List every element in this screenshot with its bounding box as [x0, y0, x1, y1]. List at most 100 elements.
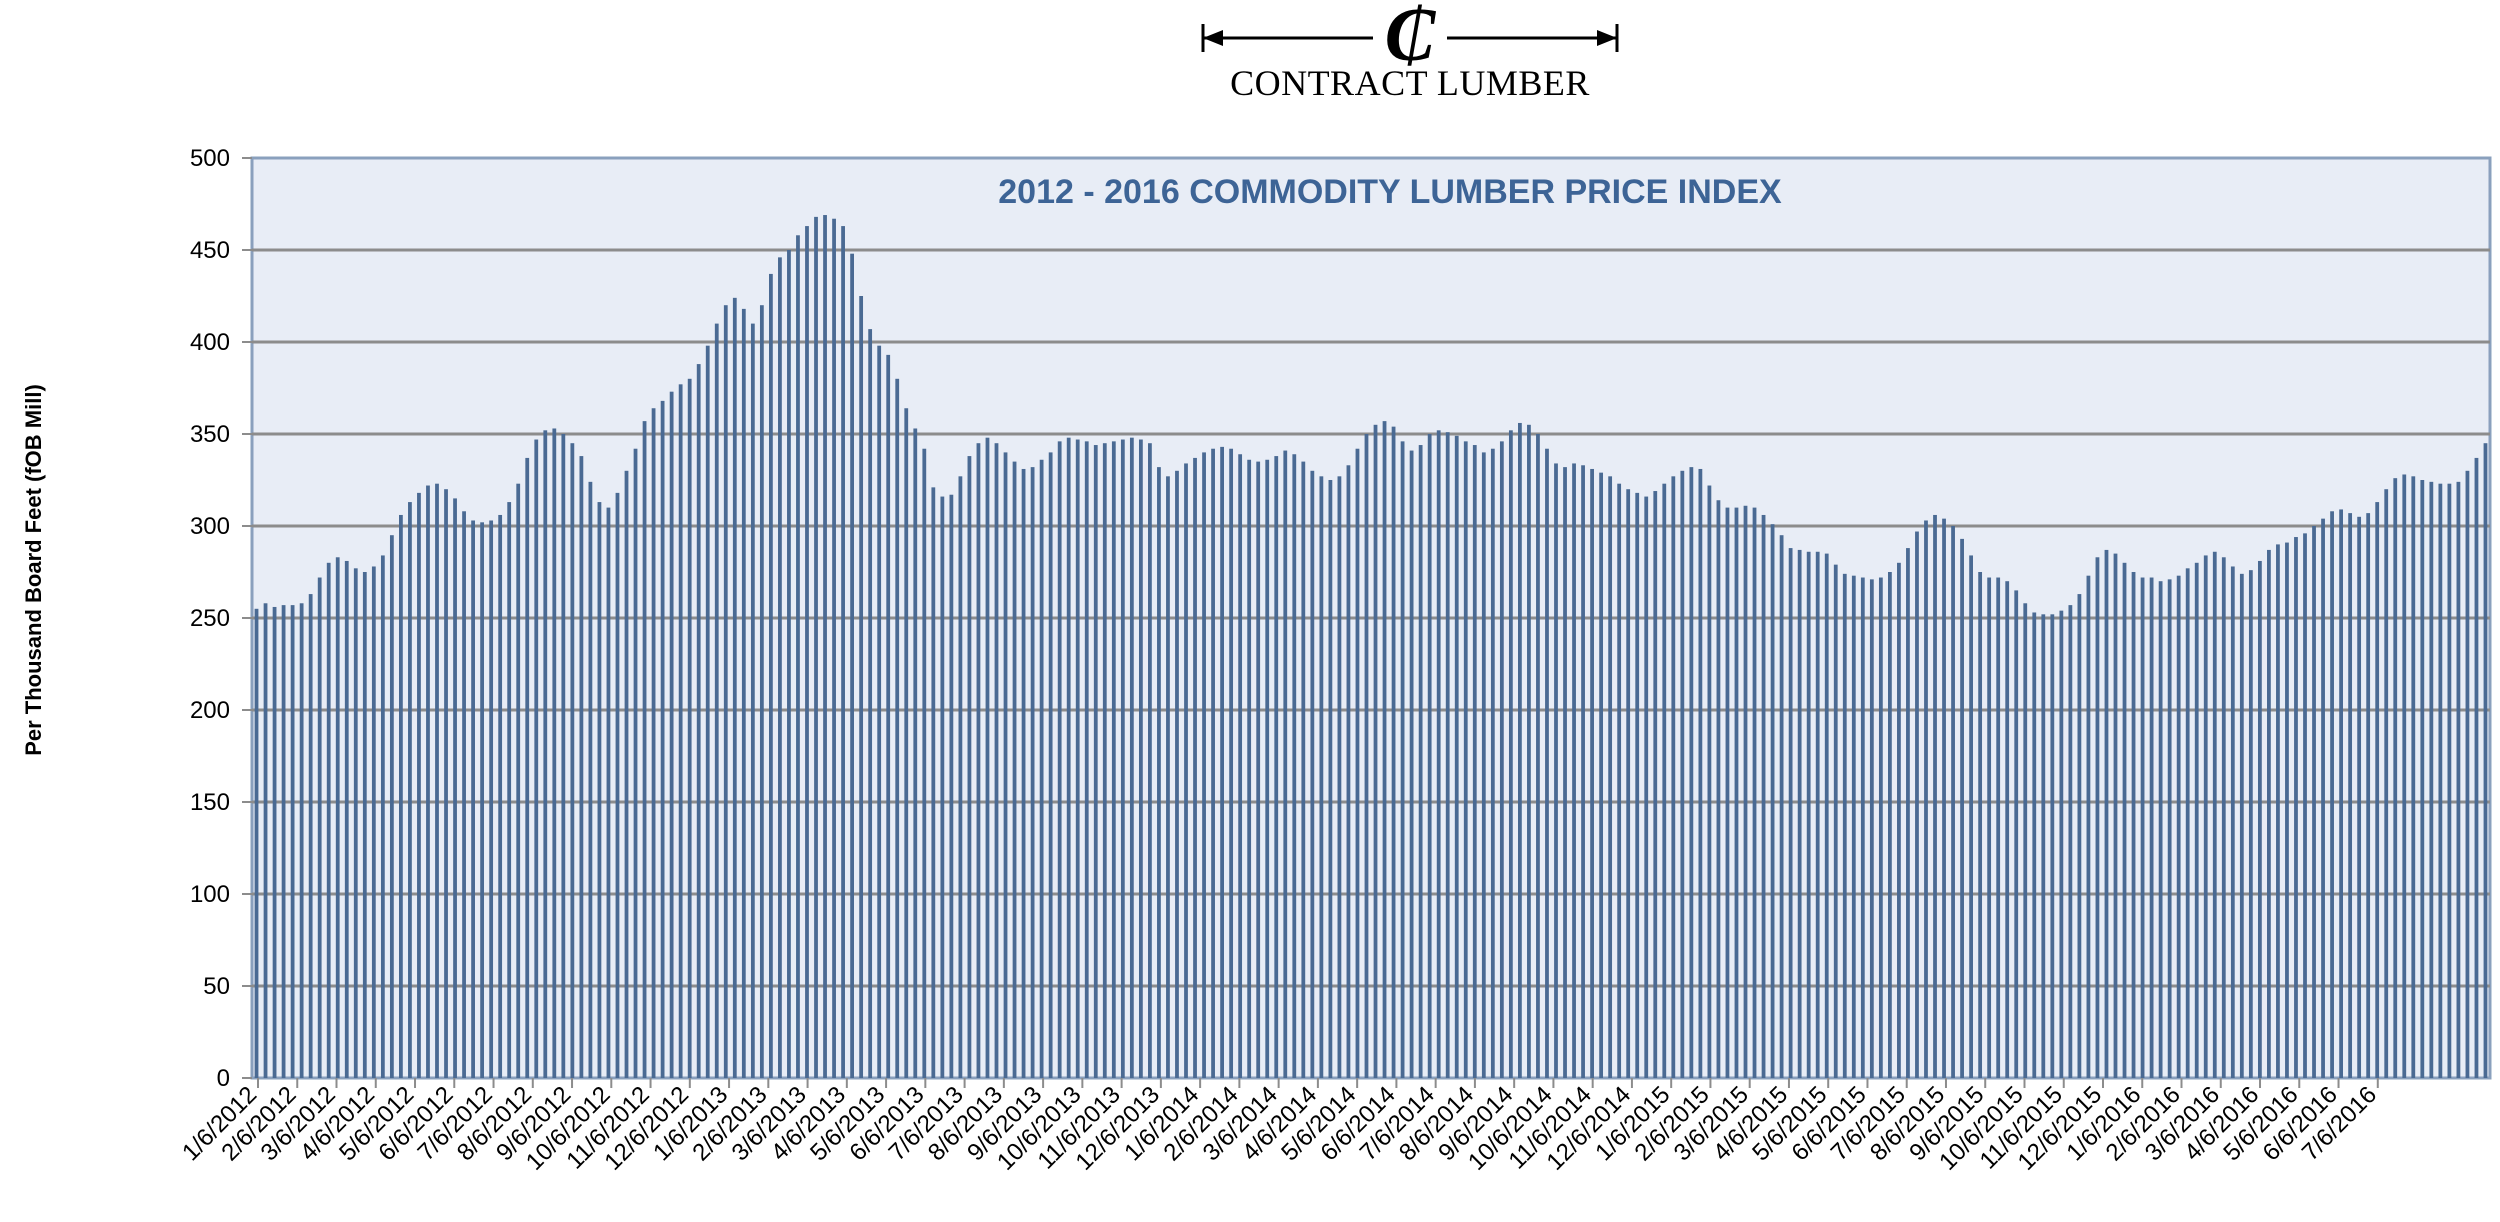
y-tick-label: 400: [190, 329, 230, 356]
y-tick-label: 150: [190, 789, 230, 816]
price-bar: [1608, 476, 1613, 1078]
price-bar: [1752, 507, 1757, 1079]
price-bar: [841, 226, 845, 1078]
price-bar: [1283, 450, 1288, 1078]
price-bar: [615, 492, 620, 1078]
price-bar: [2276, 544, 2280, 1078]
price-bar: [1689, 467, 1694, 1078]
contract-lumber-logo: ₵ CONTRACT LUMBER: [1195, 0, 1625, 110]
price-bar: [2248, 570, 2253, 1078]
price-bar: [362, 572, 367, 1078]
price-bar: [254, 608, 259, 1078]
price-bar: [1148, 443, 1152, 1078]
price-bar: [750, 323, 755, 1079]
y-tick-label: 200: [190, 697, 230, 724]
price-bar: [2023, 603, 2028, 1078]
price-bar: [1599, 472, 1604, 1078]
price-bar: [1084, 441, 1089, 1078]
price-bar: [597, 502, 602, 1079]
price-bar: [1833, 564, 1838, 1078]
y-tick-label: 500: [190, 145, 230, 172]
price-bar: [759, 305, 764, 1078]
price-bar: [561, 434, 566, 1078]
price-bar: [1427, 434, 1432, 1078]
price-bar: [850, 253, 854, 1078]
price-bar: [2185, 568, 2190, 1078]
price-bar: [2239, 573, 2244, 1078]
price-bar: [940, 496, 945, 1078]
price-bar: [1888, 572, 1892, 1078]
price-bar: [272, 606, 277, 1078]
price-bar: [2014, 590, 2019, 1078]
price-bar: [1680, 470, 1685, 1078]
price-bar: [1003, 452, 1008, 1078]
price-bar: [2483, 443, 2488, 1078]
price-bar: [741, 308, 746, 1078]
price-bar: [1554, 463, 1558, 1078]
price-bar: [877, 345, 882, 1078]
price-bar: [868, 329, 873, 1078]
price-bar: [1346, 465, 1351, 1078]
price-bar: [2348, 513, 2353, 1078]
price-bar: [1066, 437, 1071, 1078]
price-bar: [678, 384, 683, 1078]
price-bar: [1490, 448, 1495, 1079]
price-bar: [2068, 605, 2073, 1078]
price-bar: [2429, 481, 2434, 1079]
price-bar: [1472, 445, 1477, 1078]
price-bar: [516, 483, 521, 1078]
price-bar: [2267, 549, 2271, 1078]
price-bar: [1915, 531, 1919, 1078]
price-bar: [2375, 502, 2380, 1079]
price-bar: [1481, 452, 1486, 1078]
price-bar: [2203, 555, 2208, 1078]
price-bar: [2131, 572, 2136, 1078]
price-bar: [2321, 518, 2325, 1078]
price-bar: [1518, 422, 1522, 1079]
price-bar: [417, 492, 421, 1078]
price-bar: [2393, 478, 2398, 1078]
price-bar: [489, 520, 494, 1078]
price-bar: [886, 354, 891, 1078]
price-bar: [552, 428, 557, 1079]
price-bar: [1373, 424, 1378, 1078]
price-bar: [380, 555, 385, 1078]
price-bar: [2095, 557, 2100, 1078]
price-bar: [525, 457, 530, 1078]
price-bar: [453, 498, 457, 1078]
price-bar: [444, 489, 448, 1078]
price-bar: [805, 226, 809, 1078]
price-bar: [732, 297, 737, 1079]
price-bar: [579, 456, 584, 1079]
price-bar: [705, 345, 710, 1078]
price-bar: [371, 566, 376, 1078]
price-bar: [2438, 483, 2443, 1078]
price-bar: [1951, 526, 1955, 1078]
price-bar: [1436, 430, 1441, 1078]
price-bar: [1644, 496, 1649, 1078]
chart-title: 2012 - 2016 COMMODITY LUMBER PRICE INDEX: [998, 173, 1782, 211]
price-bar: [290, 605, 295, 1078]
price-bar: [426, 485, 430, 1078]
price-bar: [1382, 421, 1387, 1078]
price-bar: [1969, 555, 1973, 1078]
price-bar: [1057, 441, 1062, 1078]
price-bar: [2194, 562, 2199, 1078]
price-bar: [1716, 500, 1721, 1078]
price-bar: [1021, 468, 1026, 1079]
price-bar: [2294, 537, 2298, 1078]
price-bar: [2041, 614, 2046, 1078]
price-bar: [2312, 526, 2316, 1078]
price-bar: [1860, 577, 1865, 1078]
price-bar: [353, 568, 358, 1078]
price-bar: [1698, 468, 1703, 1079]
price-bar: [696, 364, 701, 1079]
price-bar: [633, 448, 638, 1079]
price-bar: [2384, 489, 2389, 1078]
bar-series: [254, 215, 2488, 1079]
price-bar: [1635, 492, 1640, 1078]
price-bar: [2032, 612, 2037, 1078]
price-bar: [1129, 437, 1134, 1078]
price-bar: [1175, 470, 1179, 1078]
price-bar: [1211, 448, 1215, 1079]
